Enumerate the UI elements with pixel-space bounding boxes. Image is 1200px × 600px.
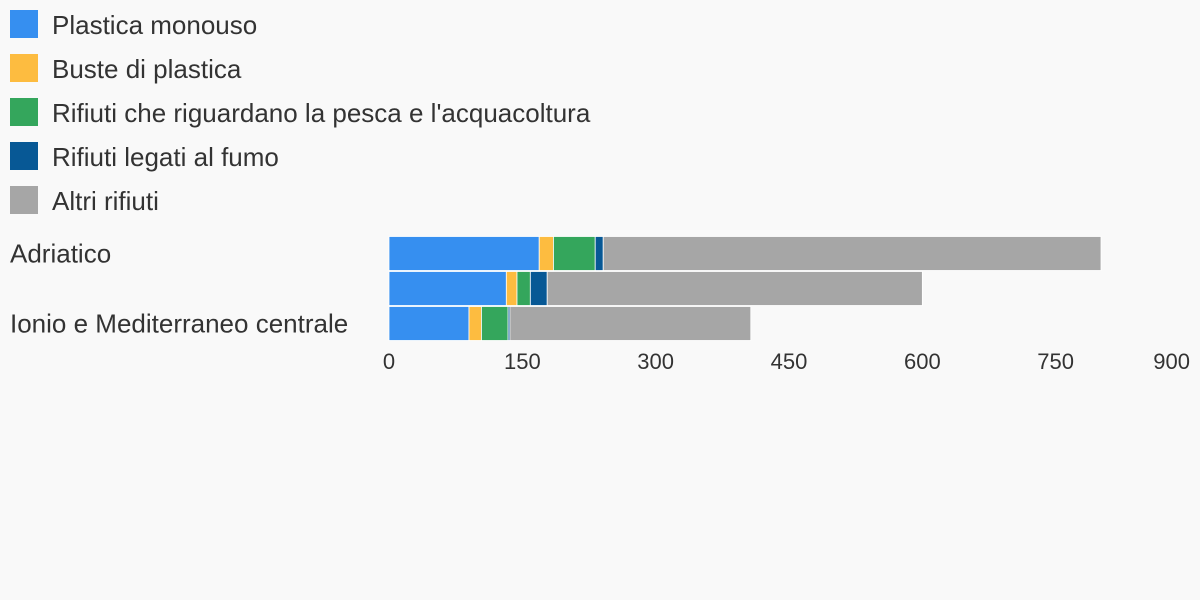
bar-segment (538, 236, 554, 271)
legend-swatch (10, 142, 38, 170)
x-tick-label: 900 (1153, 349, 1190, 374)
bar-segment (505, 271, 518, 306)
legend-label: Rifiuti che riguardano la pesca e l'acqu… (52, 98, 591, 128)
legend-swatch (10, 98, 38, 126)
legend-label: Rifiuti legati al fumo (52, 142, 279, 172)
y-tick-label: Ionio e Mediterraneo centrale (10, 308, 348, 338)
x-tick-label: 450 (771, 349, 808, 374)
legend-label: Plastica monouso (52, 10, 257, 40)
bar-segment (529, 271, 548, 306)
bar-segment (546, 271, 923, 306)
bar-segment (516, 271, 531, 306)
bar-segment (468, 306, 482, 341)
x-tick-label: 150 (504, 349, 541, 374)
bar-segment (388, 271, 507, 306)
bar-segment (388, 236, 540, 271)
x-tick-label: 600 (904, 349, 941, 374)
bar-segment (553, 236, 596, 271)
legend-swatch (10, 54, 38, 82)
legend-label: Altri rifiuti (52, 186, 159, 216)
x-tick-label: 300 (637, 349, 674, 374)
legend-label: Buste di plastica (52, 54, 242, 84)
legend-swatch (10, 10, 38, 38)
x-tick-label: 750 (1037, 349, 1074, 374)
bar-segment (481, 306, 509, 341)
bar-segment (602, 236, 1102, 271)
bar-segment (388, 306, 470, 341)
legend-swatch (10, 186, 38, 214)
bar-segment (594, 236, 604, 271)
x-tick-label: 0 (383, 349, 395, 374)
y-tick-label: Adriatico (10, 238, 111, 268)
bar-segment (509, 306, 752, 341)
